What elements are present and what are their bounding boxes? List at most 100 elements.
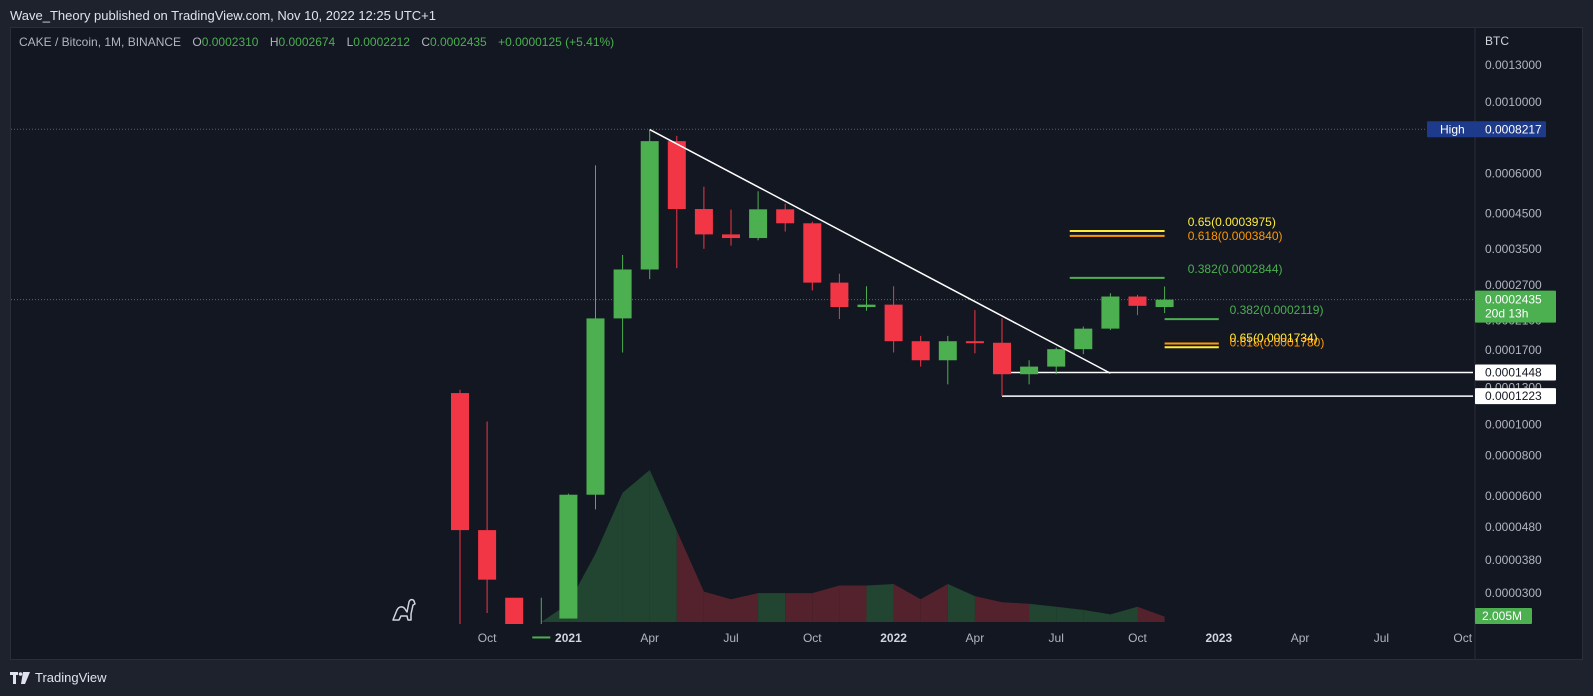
price-tick-label: 0.0013000	[1485, 58, 1542, 72]
candle-body	[965, 341, 984, 344]
trendline-group[interactable]	[649, 128, 1111, 374]
price-tick-label: 0.0000600	[1485, 489, 1542, 503]
volume-segment	[839, 585, 867, 622]
candle[interactable]	[1128, 294, 1147, 316]
candlesticks[interactable]	[451, 129, 1174, 639]
currency-label: BTC	[1485, 34, 1509, 48]
candle[interactable]	[749, 191, 768, 241]
high-badge	[1427, 121, 1546, 138]
countdown-label: 20d 13h	[1485, 307, 1528, 321]
dino-logo-icon	[392, 598, 416, 621]
candle[interactable]	[722, 209, 740, 246]
candle[interactable]	[667, 135, 686, 269]
candle[interactable]	[478, 421, 497, 614]
candle-body	[1128, 296, 1147, 306]
candle-body	[667, 141, 686, 210]
price-axis[interactable]: BTC 0.0013000 0.0010000 0.0006000 0.0004500 0…	[1474, 28, 1542, 660]
candle[interactable]	[694, 186, 713, 249]
candle[interactable]	[1155, 286, 1174, 314]
candle-body	[559, 494, 578, 619]
chart-canvas[interactable]: 0.65(0.0003975)0.618(0.0003840) 0.382(0.0…	[11, 28, 1583, 660]
candle-body	[1155, 299, 1174, 308]
price-tick-label: 0.0002700	[1485, 278, 1542, 292]
time-tick-label: Oct	[1128, 631, 1147, 645]
volume-area	[541, 470, 1165, 622]
time-tick-label: Oct	[1453, 631, 1472, 645]
tradingview-logo-icon	[10, 671, 30, 684]
candle[interactable]	[1101, 293, 1120, 331]
time-tick-label: Oct	[478, 631, 497, 645]
volume-segment	[1029, 603, 1057, 622]
change-value: +0.0000125 (+5.41%)	[498, 35, 615, 49]
open-value: 0.0002310	[201, 35, 259, 49]
volume-segment	[1110, 606, 1138, 622]
fib-label: 0.65(0.0001734)	[1230, 331, 1318, 345]
price-tick-label: 0.0000380	[1485, 553, 1542, 567]
last-price-value: 0.0002435	[1485, 293, 1542, 307]
volume-segment	[920, 584, 948, 622]
candle[interactable]	[993, 318, 1011, 397]
price-tick-label: 0.0003500	[1485, 242, 1542, 256]
candle-body	[776, 209, 795, 224]
candle-body	[803, 223, 822, 283]
candle[interactable]	[911, 335, 930, 367]
candle[interactable]	[559, 493, 578, 619]
volume-segment	[893, 584, 921, 622]
candle[interactable]	[884, 286, 903, 353]
price-tick-label: 0.0000300	[1485, 586, 1542, 600]
candle-body	[532, 636, 551, 639]
candle-body	[857, 304, 876, 308]
price-tick-label: 0.0010000	[1485, 95, 1542, 109]
candle[interactable]	[505, 597, 524, 624]
candle-body	[451, 393, 469, 531]
candle[interactable]	[830, 273, 849, 320]
candle-body	[722, 234, 740, 239]
volume-segment	[866, 584, 894, 622]
price-tick-label: 0.0000800	[1485, 449, 1542, 463]
candle[interactable]	[1047, 347, 1066, 375]
candle[interactable]	[451, 389, 469, 624]
time-tick-label: Apr	[1291, 631, 1310, 645]
volume-badge-value: 2.005M	[1482, 609, 1522, 623]
candle[interactable]	[938, 335, 957, 385]
fib-label: 0.618(0.0003840)	[1188, 229, 1283, 243]
volume-segment	[1137, 606, 1165, 622]
candle[interactable]	[613, 254, 632, 353]
candle[interactable]	[586, 165, 605, 510]
fib-levels: 0.65(0.0003975)0.618(0.0003840) 0.382(0.0…	[1069, 215, 1324, 350]
volume-segment	[812, 585, 840, 622]
trendline[interactable]	[649, 128, 1111, 374]
candle[interactable]	[640, 129, 659, 280]
time-tick-label: Apr	[640, 631, 659, 645]
volume-segment	[731, 593, 759, 622]
time-tick-label: Jul	[1049, 631, 1064, 645]
fib-label: 0.382(0.0002119)	[1230, 303, 1324, 317]
volume-segment	[649, 470, 677, 622]
horizontal-levels	[1002, 371, 1473, 397]
chart-pane[interactable]: 0.65(0.0003975) 0.618(0.0003840) 0.382(0.0…	[10, 27, 1583, 660]
candle[interactable]	[857, 286, 876, 311]
publish-header: Wave_Theory published on TradingView.com…	[10, 8, 436, 23]
price-grid-lines	[11, 128, 1473, 301]
candle-body	[613, 269, 632, 319]
candle[interactable]	[803, 221, 822, 291]
symbol-name[interactable]: CAKE / Bitcoin, 1M, BINANCE	[19, 35, 182, 49]
candle[interactable]	[532, 597, 551, 639]
time-axis[interactable]: Oct 2021 Apr Jul Oct 2022 Apr Jul Oct 2023 Apr Jul O…	[478, 631, 1473, 645]
footer-brand[interactable]: TradingView	[10, 670, 107, 685]
volume-segment	[595, 492, 623, 622]
time-tick-label: Jul	[1374, 631, 1389, 645]
candle[interactable]	[965, 310, 984, 354]
high-label: H	[269, 35, 279, 49]
candle-body	[505, 597, 524, 624]
time-tick-label: 2022	[880, 631, 907, 645]
fib-label: 0.65(0.0003975)	[1188, 215, 1276, 229]
candle-body	[884, 304, 903, 342]
candle[interactable]	[1020, 360, 1039, 385]
candle-body	[1074, 328, 1093, 350]
level-badge-value: 0.0001223	[1485, 389, 1542, 403]
candle[interactable]	[1074, 326, 1093, 355]
candle[interactable]	[776, 203, 795, 232]
candle-body	[993, 342, 1011, 375]
